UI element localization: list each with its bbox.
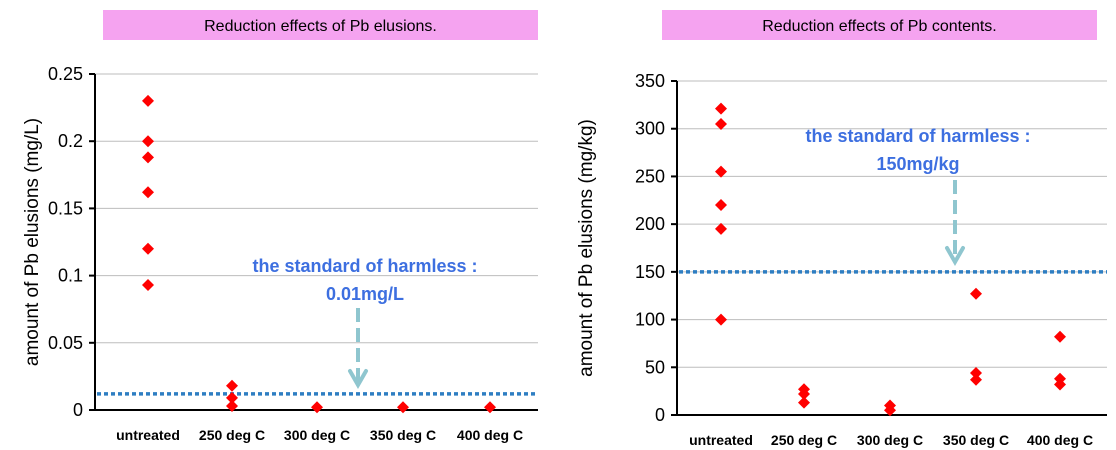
x-tick-label: 250 deg C (199, 427, 265, 443)
y-tick-label: 300 (635, 119, 665, 139)
y-tick-label: 0 (655, 405, 665, 425)
annotation-arrow-head (945, 246, 965, 267)
data-point (142, 242, 154, 255)
y-axis-label: amount of Pb elusions (mg/kg) (576, 119, 597, 377)
annotation-line-1: the standard of harmless : (252, 256, 477, 276)
data-point (715, 102, 727, 115)
annotation-line-1: the standard of harmless : (805, 126, 1030, 146)
data-point (798, 388, 810, 401)
y-tick-label: 0.15 (48, 198, 83, 218)
data-point (142, 151, 154, 164)
y-tick-label: 50 (645, 357, 665, 377)
annotation-arrow-head (348, 369, 368, 390)
y-tick-label: 0.05 (48, 333, 83, 353)
data-point (715, 313, 727, 326)
data-point (1054, 330, 1066, 343)
chart-title: Reduction effects of Pb elusions. (204, 18, 437, 35)
y-tick-label: 200 (635, 214, 665, 234)
y-tick-label: 150 (635, 262, 665, 282)
data-point (142, 279, 154, 292)
x-tick-label: 350 deg C (370, 427, 436, 443)
x-tick-label: 300 deg C (284, 427, 350, 443)
y-tick-label: 350 (635, 71, 665, 91)
annotation-line-2: 150mg/kg (876, 154, 959, 174)
x-tick-label: 300 deg C (857, 432, 923, 448)
data-point (311, 401, 323, 414)
data-point (970, 367, 982, 380)
data-point (715, 222, 727, 235)
y-tick-label: 0 (73, 400, 83, 420)
title-background (103, 10, 538, 40)
data-point (970, 373, 982, 386)
data-point (970, 287, 982, 300)
data-point (226, 399, 238, 412)
data-point (798, 396, 810, 409)
data-point (142, 186, 154, 199)
annotation-line-2: 0.01mg/L (326, 284, 404, 304)
chart-title-banner: Reduction effects of Pb elusions. (103, 10, 538, 40)
title-background (662, 10, 1097, 40)
x-tick-label: 400 deg C (1027, 432, 1093, 448)
x-tick-label: untreated (689, 432, 753, 448)
data-point (884, 404, 896, 417)
chart-title: Reduction effects of Pb contents. (762, 18, 997, 35)
y-tick-label: 250 (635, 166, 665, 186)
chart-title-banner: Reduction effects of Pb contents. (662, 10, 1097, 40)
y-tick-label: 0.1 (58, 266, 83, 286)
chart-2: Reduction effects of Pb contents. 0 50 100 1… (576, 10, 1107, 448)
y-tick-label: 100 (635, 310, 665, 330)
x-tick-label: 350 deg C (943, 432, 1009, 448)
data-point (715, 199, 727, 212)
data-point (142, 94, 154, 107)
data-point (715, 117, 727, 130)
data-point (715, 165, 727, 178)
x-tick-label: 400 deg C (457, 427, 523, 443)
data-point (397, 401, 409, 414)
chart-1: Reduction effects of Pb elusions. 0 0.05 0.… (22, 10, 538, 443)
y-axis-label: amount of Pb elusions (mg/L) (22, 118, 43, 366)
data-point (226, 391, 238, 404)
x-tick-label: 250 deg C (771, 432, 837, 448)
x-tick-label: untreated (116, 427, 180, 443)
data-point (484, 401, 496, 414)
y-tick-label: 0.25 (48, 64, 83, 84)
data-point (226, 379, 238, 392)
data-point (142, 135, 154, 148)
data-point (1054, 378, 1066, 391)
y-tick-label: 0.2 (58, 131, 83, 151)
